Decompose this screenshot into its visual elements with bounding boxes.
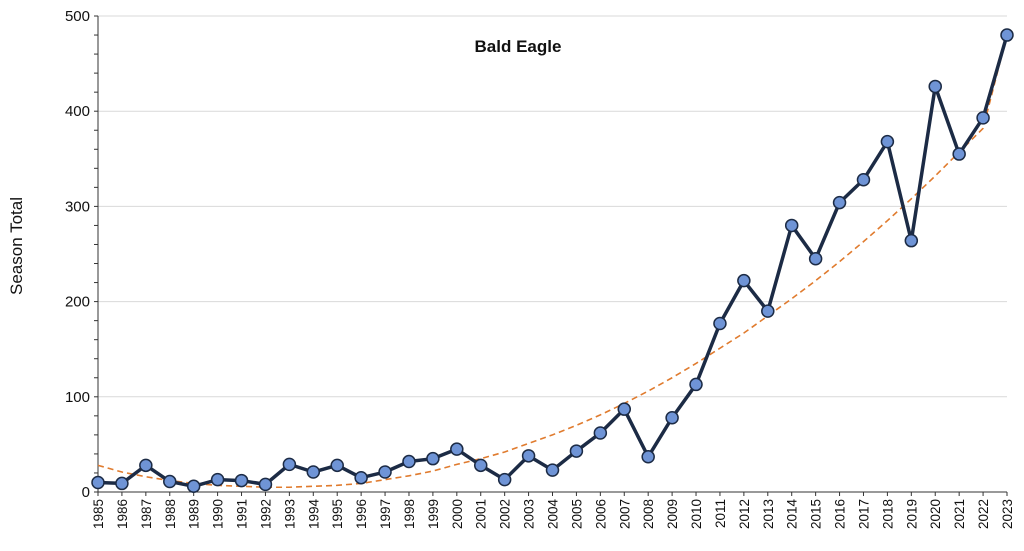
data-point-2005 — [569, 444, 584, 458]
gridlines — [98, 15, 1007, 398]
x-tick-label: 2001 — [474, 499, 489, 529]
data-point-1993 — [282, 457, 297, 472]
x-tick-label: 2023 — [1000, 499, 1015, 529]
chart-title: Bald Eagle — [475, 37, 562, 56]
data-point-2008 — [641, 450, 655, 464]
x-tick-label: 1999 — [426, 499, 441, 529]
x-tick-label: 2006 — [593, 499, 608, 529]
x-tick-label: 2018 — [880, 499, 895, 529]
data-point-2019 — [904, 233, 919, 248]
x-tick-label: 2019 — [904, 499, 919, 529]
y-axis-title: Season Total — [7, 197, 26, 295]
data-point-2017 — [856, 172, 871, 187]
x-tick-label: 1997 — [378, 499, 393, 529]
x-tick-label: 1993 — [282, 499, 297, 529]
data-point-2011 — [713, 316, 727, 331]
y-tick-labels: 0 100 200 300 400 500 — [65, 8, 90, 501]
x-tick-label: 2008 — [641, 499, 656, 529]
y-tick-label: 200 — [65, 294, 90, 311]
x-tick-label: 2021 — [952, 499, 967, 529]
x-tick-label: 2010 — [689, 499, 704, 529]
data-point-1996 — [354, 470, 368, 485]
data-point-1987 — [139, 458, 153, 473]
x-tick-label: 1994 — [306, 499, 321, 530]
data-point-2009 — [665, 410, 679, 425]
x-tick-label: 2017 — [856, 499, 871, 529]
x-tick-label: 2004 — [546, 499, 561, 530]
y-tick-label: 0 — [82, 484, 90, 501]
data-point-2000 — [450, 442, 464, 456]
data-point-2004 — [545, 463, 560, 477]
x-tick-label: 1985 — [91, 499, 106, 529]
x-tick-label: 1987 — [139, 499, 154, 529]
data-point-2021 — [952, 147, 966, 161]
data-point-2006 — [593, 426, 608, 440]
x-tick-label: 2007 — [617, 499, 632, 529]
x-tick-label: 2003 — [522, 499, 537, 529]
x-tick-label: 2011 — [713, 499, 728, 528]
data-point-2013 — [761, 304, 775, 318]
x-tick-label: 2002 — [498, 499, 513, 529]
x-tick-label: 1995 — [330, 499, 345, 529]
x-tick-label: 2016 — [833, 499, 848, 529]
data-point-1990 — [210, 472, 225, 487]
data-point-2001 — [473, 458, 488, 473]
data-point-1994 — [306, 465, 321, 479]
y-tick-label: 400 — [65, 103, 90, 120]
x-tick-label: 2009 — [665, 499, 680, 529]
x-tick-labels: 1985 1986 1987 1988 1989 1990 1991 1992 1993 1994… — [91, 499, 1015, 530]
x-tick-label: 1988 — [163, 499, 178, 529]
axes — [94, 15, 1008, 496]
series-line — [97, 34, 1009, 489]
data-point-1998 — [402, 454, 416, 469]
data-point-1997 — [378, 465, 392, 479]
x-tick-label: 1998 — [402, 499, 417, 529]
data-point-1999 — [426, 451, 440, 466]
x-tick-label: 2015 — [809, 499, 824, 529]
data-point-1985 — [91, 475, 105, 490]
x-tick-label: 1986 — [115, 499, 130, 529]
data-point-2023 — [1000, 28, 1014, 42]
data-point-1989 — [186, 479, 201, 494]
data-point-2016 — [832, 195, 847, 210]
data-point-2022 — [976, 111, 990, 125]
data-point-2010 — [689, 377, 703, 392]
data-point-1986 — [115, 476, 129, 491]
data-point-2003 — [521, 449, 536, 463]
x-tick-label: 2020 — [928, 499, 943, 529]
x-tick-label: 2013 — [761, 499, 776, 529]
y-tick-label: 300 — [65, 198, 90, 215]
data-points — [91, 28, 1014, 494]
x-tick-label: 1996 — [354, 499, 369, 529]
data-point-2012 — [737, 273, 751, 288]
data-point-1988 — [163, 474, 177, 489]
data-point-2002 — [497, 472, 512, 487]
x-tick-label: 2005 — [569, 499, 584, 529]
data-point-2014 — [784, 218, 799, 233]
x-tick-label: 1989 — [187, 499, 202, 529]
x-tick-label: 2022 — [976, 499, 991, 529]
y-tick-label: 100 — [65, 389, 90, 406]
trendline — [97, 34, 1008, 489]
x-tick-label: 1990 — [211, 499, 226, 529]
data-point-2015 — [808, 252, 823, 266]
data-point-1995 — [330, 458, 344, 473]
data-point-1991 — [234, 473, 249, 488]
data-point-1992 — [258, 477, 273, 492]
data-point-2020 — [928, 79, 942, 94]
x-tick-label: 1992 — [258, 499, 273, 529]
data-point-2018 — [880, 134, 895, 149]
data-point-2007 — [617, 402, 632, 416]
x-tick-label: 2014 — [785, 499, 800, 530]
x-tick-label: 2012 — [737, 499, 752, 529]
y-tick-label: 500 — [65, 8, 90, 25]
x-tick-label: 2000 — [450, 499, 465, 529]
x-tick-label: 1991 — [235, 499, 250, 529]
